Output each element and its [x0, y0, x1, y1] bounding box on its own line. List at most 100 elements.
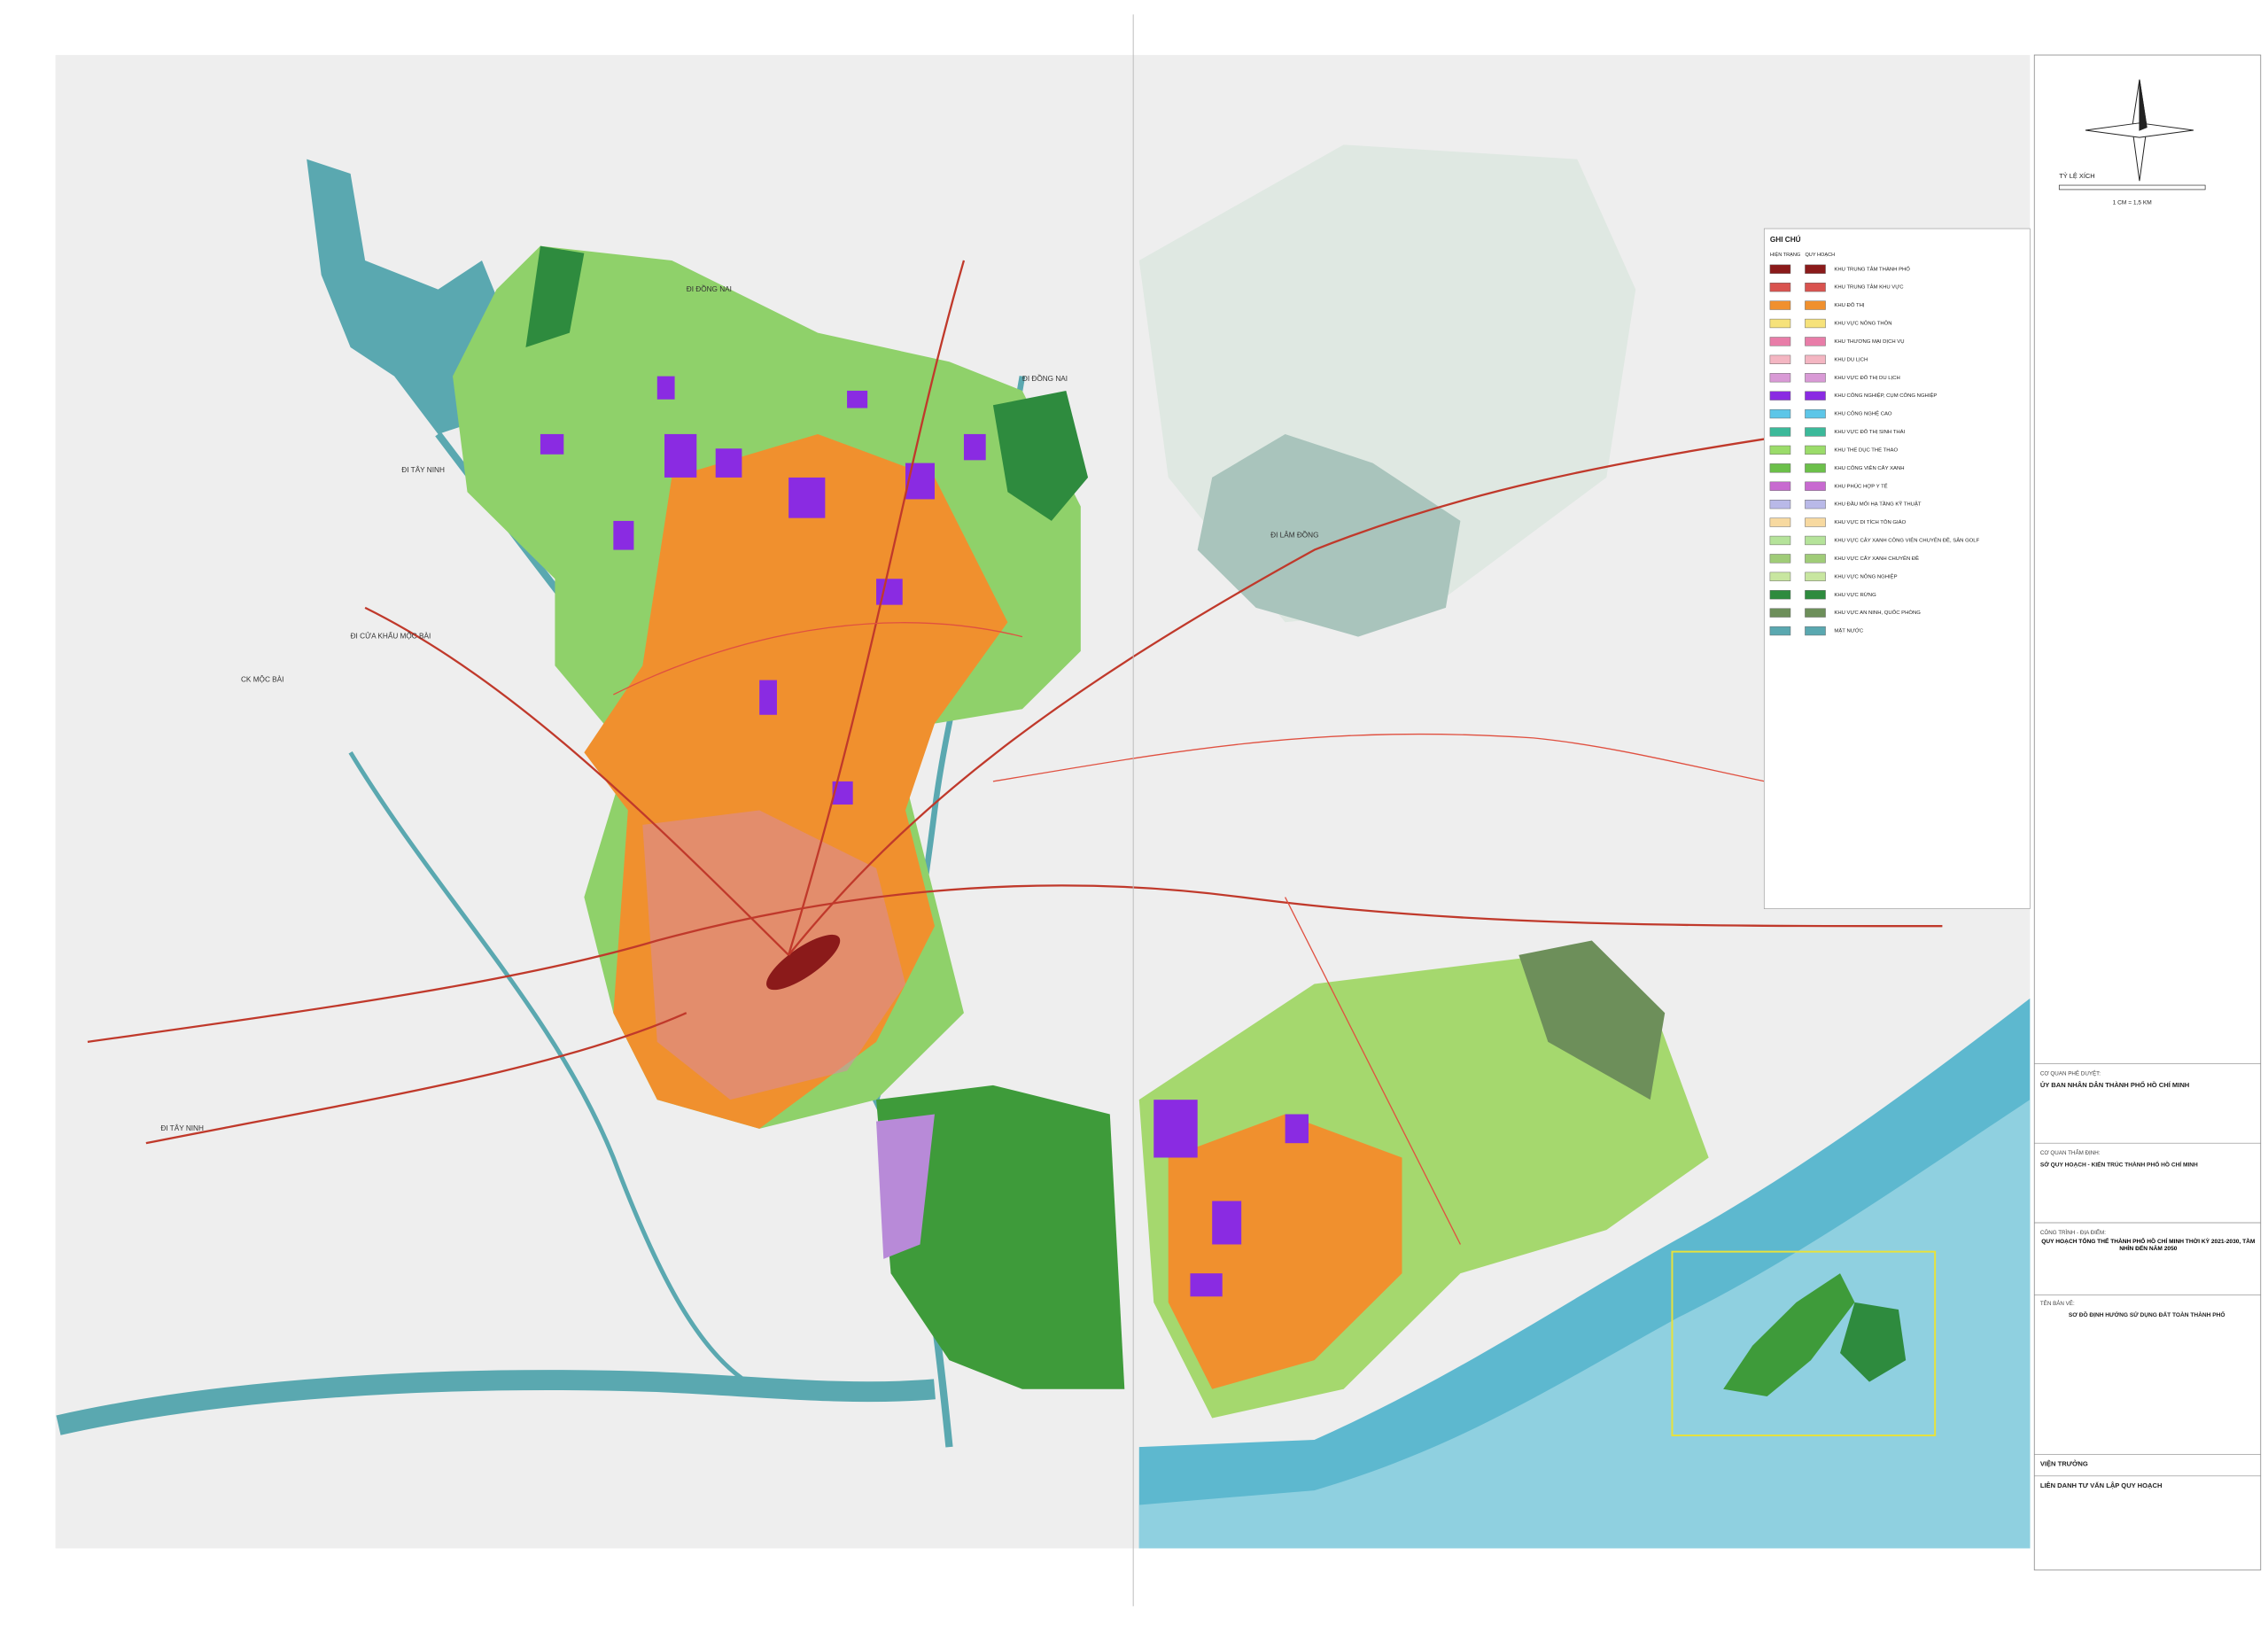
legend-label: KHU CÔNG VIÊN CÂY XANH	[1834, 464, 1904, 471]
map-label: ĐI ĐỒNG NAI	[687, 284, 732, 293]
legend-swatch	[1805, 408, 1826, 419]
legend-swatch	[1769, 427, 1791, 437]
legend-label: KHU CÔNG NGHIỆP, CỤM CÔNG NGHIỆP	[1834, 392, 1937, 399]
compass	[2085, 79, 2194, 182]
legend-swatch	[1769, 517, 1791, 527]
legend-label: KHU THƯƠNG MẠI DỊCH VỤ	[1834, 339, 1904, 345]
tb-label: CƠ QUAN PHÊ DUYỆT:	[2040, 1069, 2101, 1077]
tb-label: CÔNG TRÌNH - ĐỊA ĐIỂM:	[2040, 1230, 2106, 1236]
industrial-zones	[1153, 1100, 1309, 1297]
river	[348, 750, 761, 1391]
legend-swatch	[1805, 337, 1826, 346]
legend-swatch	[1769, 608, 1791, 618]
legend-label: MẶT NƯỚC	[1834, 628, 1863, 634]
legend-swatch	[1805, 608, 1826, 618]
legend-swatch	[1805, 283, 1826, 292]
legend-swatch	[1805, 517, 1826, 527]
tb-text: SƠ ĐỒ ĐỊNH HƯỚNG SỬ DỤNG ĐẤT TOÀN THÀNH …	[2069, 1310, 2225, 1318]
legend-swatch	[1769, 264, 1791, 274]
map-label: ĐI CỬA KHẨU MỘC BÀI	[351, 631, 431, 641]
legend-swatch	[1805, 571, 1826, 581]
island	[1723, 1273, 1855, 1396]
road	[364, 606, 789, 956]
legend-swatch	[1805, 354, 1826, 364]
legend-swatch	[1769, 283, 1791, 292]
road	[788, 432, 1797, 956]
defense-zone	[1518, 940, 1666, 1100]
port-zone	[876, 1114, 935, 1259]
side-panel	[2033, 54, 2262, 1571]
legend-swatch	[1769, 554, 1791, 564]
tb-label: TÊN BẢN VẼ:	[2040, 1300, 2075, 1307]
mangrove	[876, 1085, 1125, 1389]
tb-text: SỞ QUY HOẠCH - KIẾN TRÚC THÀNH PHỐ HỒ CH…	[2040, 1159, 2198, 1168]
legend-swatch	[1805, 264, 1826, 274]
road	[87, 884, 1943, 1043]
legend-column: QUY HOẠCH	[1805, 253, 1835, 258]
legend-label: KHU VỰC NÔNG THÔN	[1834, 321, 1891, 327]
scale-text: 1 CM = 1,5 KM	[2113, 199, 2152, 206]
legend-swatch	[1769, 354, 1791, 364]
legend-swatch	[1769, 300, 1791, 310]
legend-label: KHU VỰC NÔNG NGHIỆP	[1834, 572, 1897, 579]
legend-label: KHU VỰC RỪNG	[1834, 592, 1876, 598]
legend-label: KHU CÔNG NGHỆ CAO	[1834, 410, 1892, 417]
tb-text: VIỆN TRƯỞNG	[2040, 1460, 2088, 1468]
legend-swatch	[1805, 318, 1826, 329]
forest	[992, 390, 1089, 521]
city-center	[766, 934, 841, 991]
legend-swatch	[1805, 463, 1826, 473]
legend-swatch	[1805, 427, 1826, 437]
forest	[525, 245, 585, 347]
legend-swatch	[1805, 499, 1826, 509]
tb-text: ỦY BAN NHÂN DÂN THÀNH PHỐ HỒ CHÍ MINH	[2040, 1080, 2189, 1089]
tb-label: CƠ QUAN THẨM ĐỊNH:	[2040, 1150, 2101, 1156]
legend-swatch	[1805, 373, 1826, 383]
tb-text: QUY HOẠCH TỔNG THỂ THÀNH PHỐ HỒ CHÍ MINH…	[2041, 1237, 2256, 1252]
legend-swatch	[1769, 337, 1791, 346]
inset-frame	[1671, 1250, 1937, 1437]
legend-swatch	[1769, 463, 1791, 473]
legend-swatch	[1769, 445, 1791, 455]
legend-label: KHU TRUNG TÂM THÀNH PHỐ	[1834, 266, 1910, 272]
map-label: ĐI LÂM ĐỒNG	[1270, 529, 1318, 539]
legend-swatch	[1805, 554, 1826, 564]
legend-swatch	[1769, 391, 1791, 400]
urban-core	[1168, 1114, 1402, 1389]
inner-city	[642, 810, 906, 1100]
legend-swatch	[1805, 481, 1826, 491]
tb-text: LIÊN DANH TƯ VẤN LẬP QUY HOẠCH	[2040, 1481, 2163, 1489]
map-label: ĐI ĐỒNG NAI	[1022, 373, 1068, 383]
legend-swatch	[1769, 481, 1791, 491]
river	[56, 1370, 936, 1435]
island	[1840, 1302, 1907, 1382]
tri-an-lake	[1197, 433, 1461, 637]
legend-label: KHU VỰC CÂY XANH CHUYÊN ĐỀ	[1834, 555, 1919, 562]
legend-label: KHU ĐẦU MỐI HẠ TẦNG KỸ THUẬT	[1834, 501, 1922, 508]
legend-swatch	[1805, 391, 1826, 400]
legend-label: KHU VỰC CÂY XANH CÔNG VIÊN CHUYÊN ĐỀ, SÂ…	[1834, 537, 1979, 544]
legend-items: KHU TRUNG TÂM THÀNH PHỐ KHU TRUNG TÂM KHU…	[1769, 264, 1980, 636]
legend-label: KHU VỰC DI TÍCH TÔN GIÁO	[1834, 519, 1906, 525]
legend-swatch	[1805, 300, 1826, 310]
legend-swatch	[1805, 535, 1826, 546]
legend-label: KHU THỂ DỤC THỂ THAO	[1834, 447, 1898, 453]
legend-swatch	[1769, 626, 1791, 636]
scale-label: TỶ LỆ XÍCH	[2059, 172, 2094, 180]
legend-title: GHI CHÚ	[1770, 234, 1801, 244]
legend-swatch	[1805, 626, 1826, 636]
legend-label: KHU DU LỊCH	[1834, 357, 1868, 362]
legend-label: KHU TRUNG TÂM KHU VỰC	[1834, 284, 1904, 291]
legend-swatch	[1805, 590, 1826, 600]
map-label: ĐI TÂY NINH	[401, 465, 445, 474]
legend-label: KHU VỰC ĐÔ THỊ SINH THÁI	[1834, 429, 1905, 435]
legend-swatch	[1769, 590, 1791, 600]
legend-label: KHU VỰC AN NINH, QUỐC PHÒNG	[1834, 610, 1921, 616]
legend-column: HIỆN TRẠNG	[1770, 251, 1800, 258]
road	[145, 1012, 687, 1145]
legend-swatch	[1769, 408, 1791, 419]
legend-label: KHU PHÚC HỢP Y TẾ	[1834, 483, 1887, 489]
legend-label: KHU ĐÔ THỊ	[1834, 302, 1864, 308]
legend-swatch	[1769, 535, 1791, 546]
